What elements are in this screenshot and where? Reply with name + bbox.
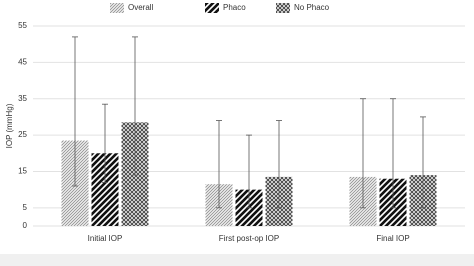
y-tick-label: 35 <box>18 94 27 103</box>
y-tick-label: 15 <box>18 167 27 176</box>
y-tick-label: 25 <box>18 130 27 139</box>
y-tick-label: 5 <box>23 203 28 212</box>
x-tick-label: Initial IOP <box>88 234 123 243</box>
legend-swatch <box>205 3 219 13</box>
y-tick-label: 0 <box>23 221 28 230</box>
y-axis-label: IOP (mmHg) <box>5 103 14 148</box>
x-tick-label: Final IOP <box>376 234 409 243</box>
y-tick-label: 45 <box>18 57 27 66</box>
legend-label: Overall <box>128 3 154 12</box>
legend-swatch <box>276 3 290 13</box>
y-tick-label: 55 <box>18 21 27 30</box>
legend-label: Phaco <box>223 3 246 12</box>
x-tick-label: First post-op IOP <box>219 234 279 243</box>
footer-band <box>0 254 474 266</box>
legend-label: No Phaco <box>294 3 330 12</box>
legend-swatch <box>110 3 124 13</box>
